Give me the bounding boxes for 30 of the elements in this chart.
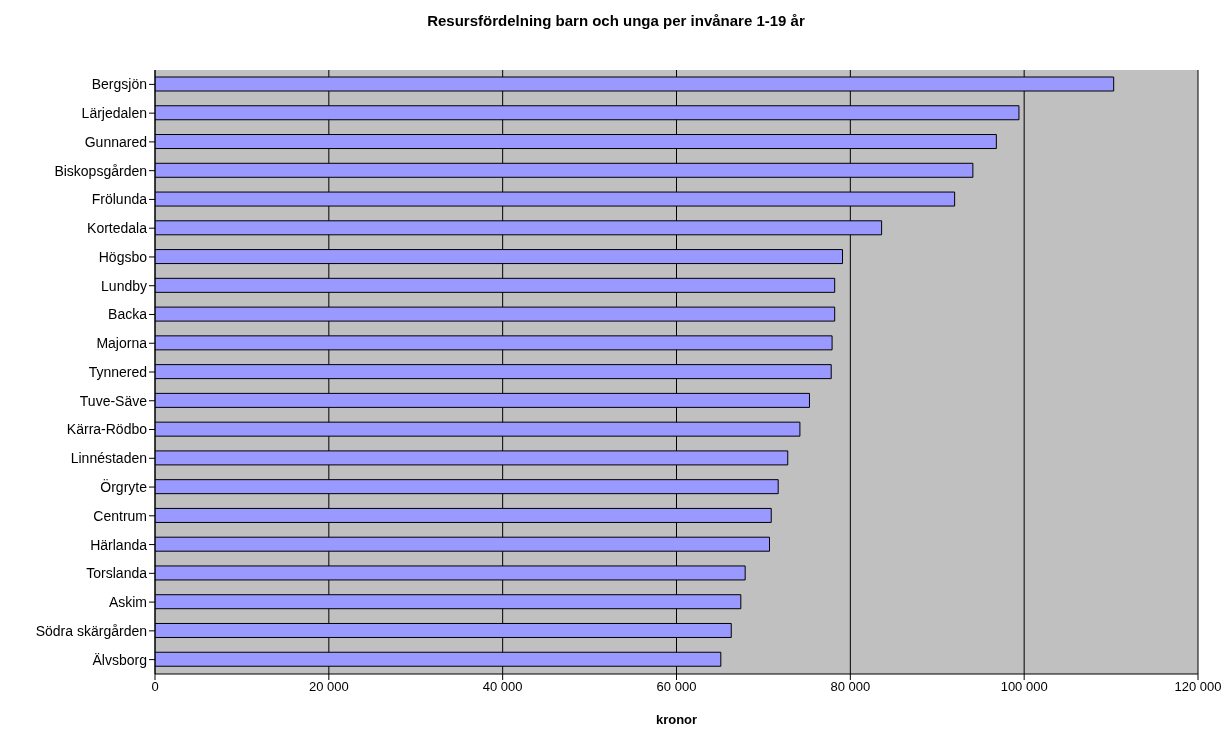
x-axis-title: kronor <box>655 712 698 727</box>
y-tick-label: Kärra-Rödbo <box>66 421 148 438</box>
x-tick-label: 100 000 <box>1000 679 1048 695</box>
x-tick-label: 60 000 <box>656 679 697 695</box>
chart-title: Resursfördelning barn och unga per invånare 1-19 år <box>426 11 806 31</box>
y-tick-label: Högsbo <box>98 248 148 265</box>
y-tick-label: Södra skärgården <box>35 622 147 639</box>
y-tick-label: Älvsborg <box>92 651 147 668</box>
y-tick-label: Härlanda <box>90 536 148 553</box>
y-tick-label: Biskopsgården <box>54 162 147 179</box>
x-tick-label: 120 000 <box>1174 679 1222 695</box>
y-tick-label: Linnéstaden <box>70 450 147 467</box>
y-tick-label: Torslanda <box>86 565 148 582</box>
x-tick-label: 40 000 <box>482 679 523 695</box>
y-tick-label: Majorna <box>96 335 148 352</box>
y-tick-label: Tuve-Säve <box>79 392 148 409</box>
y-tick-label: Lärjedalen <box>81 105 147 122</box>
x-tick-label: 0 <box>151 679 159 695</box>
y-tick-label: Örgryte <box>100 478 148 496</box>
x-tick-label: 20 000 <box>308 679 349 695</box>
y-tick-label: Centrum <box>93 507 147 524</box>
y-tick-label: Frölunda <box>91 191 148 208</box>
y-tick-label: Backa <box>108 306 148 323</box>
y-tick-label: Bergsjön <box>91 76 147 93</box>
y-tick-label: Gunnared <box>84 133 147 150</box>
x-tick-label: 80 000 <box>830 679 871 695</box>
y-tick-label: Askim <box>108 594 147 611</box>
y-tick-label: Tynnered <box>88 363 147 380</box>
y-tick-label: Kortedala <box>87 220 148 237</box>
y-tick-label: Lundby <box>101 277 147 294</box>
